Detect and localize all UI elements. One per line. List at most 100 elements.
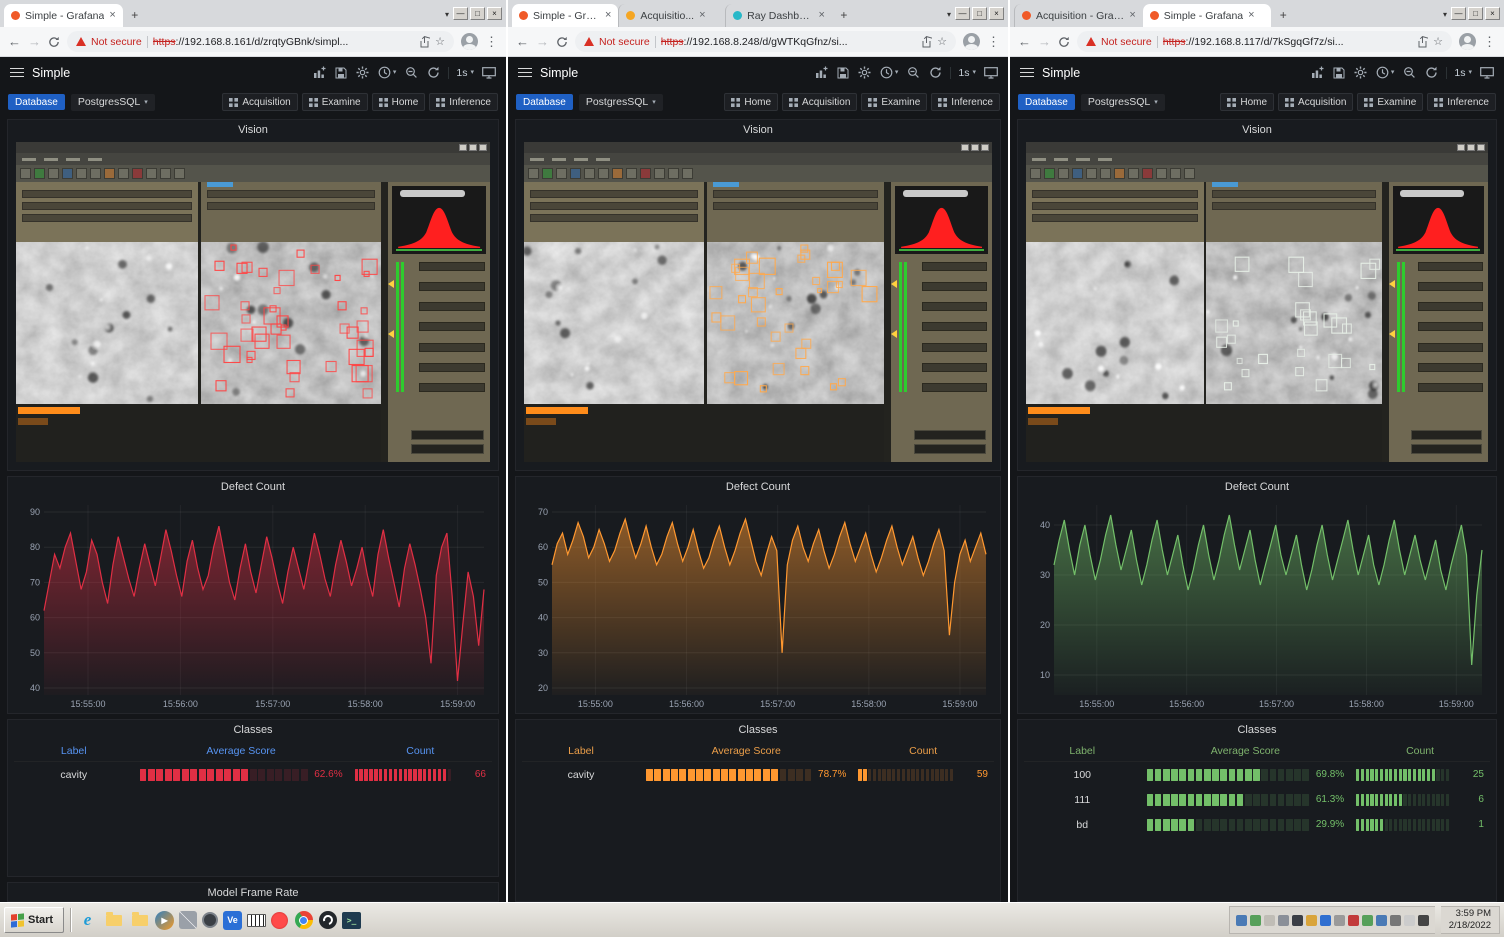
star-icon[interactable]: ☆ [937,36,947,48]
menu-toggle-icon[interactable] [518,67,532,78]
dashboard-settings-icon[interactable] [858,66,871,79]
window-maximize-button[interactable]: □ [470,7,485,20]
tab-close-icon[interactable]: × [604,9,612,21]
level-slider[interactable] [388,262,405,392]
dashboard-settings-icon[interactable] [1354,66,1367,79]
add-panel-icon[interactable] [1311,66,1324,79]
panel-title[interactable]: Vision [1242,124,1272,136]
share-icon[interactable] [921,35,933,48]
address-bar[interactable]: Not secure https://192.168.8.117/d/7kSgq… [1077,31,1452,52]
browser-tab[interactable]: Acquisition - Grafana × [1014,4,1143,27]
dashboard-link-home[interactable]: Home [724,93,779,111]
tab-close-icon[interactable]: × [1248,9,1255,21]
chrome-icon[interactable] [293,910,314,931]
window-close-button[interactable]: × [1485,7,1500,20]
dashboard-link-examine[interactable]: Examine [301,93,368,111]
refresh-interval-picker[interactable]: 1s ▾ [1446,66,1472,79]
window-maximize-button[interactable]: □ [972,7,987,20]
new-tab-button[interactable]: + [131,8,139,22]
column-header[interactable]: Count [1406,744,1435,757]
window-maximize-button[interactable]: □ [1468,7,1483,20]
dashboard-link-acquisition[interactable]: Acquisition [1278,93,1354,111]
window-minimize-button[interactable]: — [453,7,468,20]
histogram-slider[interactable] [1399,190,1464,197]
tray-icon[interactable] [1403,914,1415,926]
tab-close-icon[interactable]: × [818,9,825,21]
zoom-out-icon[interactable] [1403,66,1416,79]
refresh-icon[interactable] [1425,66,1438,79]
reload-icon[interactable] [48,36,60,48]
back-icon[interactable]: ← [516,34,529,49]
tabstrip-caret-icon[interactable]: ▾ [444,10,449,19]
record-app-icon[interactable] [271,911,289,929]
tray-icon[interactable] [1417,914,1429,926]
forward-icon[interactable]: → [536,34,549,49]
dashboard-link-acquisition[interactable]: Acquisition [782,93,858,111]
level-slider[interactable] [1388,262,1406,392]
dashboard-link-home[interactable]: Home [1220,93,1275,111]
panel-title[interactable]: Classes [233,724,273,736]
column-header[interactable]: Average Score [711,744,781,757]
internet-explorer-icon[interactable]: e [83,910,92,929]
avatar-icon[interactable] [1459,33,1476,50]
browser-tab[interactable]: Simple - Grafana × [4,4,123,27]
back-icon[interactable]: ← [8,34,21,49]
forward-icon[interactable]: → [28,34,41,49]
time-range-icon[interactable]: ▾ [378,66,396,79]
tray-icon[interactable] [1375,914,1387,926]
dashboard-link-inference[interactable]: Inference [429,93,498,111]
midi-keyboard-icon[interactable] [247,913,267,927]
address-bar[interactable]: Not secure https://192.168.8.161/d/zrqty… [67,31,454,52]
star-icon[interactable]: ☆ [435,36,445,48]
menu-icon[interactable]: ⋮ [485,34,498,49]
save-dashboard-icon[interactable] [335,67,347,79]
tab-close-icon[interactable]: × [699,9,706,21]
reload-icon[interactable] [1058,36,1070,48]
dashboard-settings-icon[interactable] [356,66,369,79]
panel-title[interactable]: Classes [738,724,778,736]
datasource-picker[interactable]: PostgresSQL ▾ [578,93,663,111]
tray-icon[interactable] [1263,914,1275,926]
tabstrip-caret-icon[interactable]: ▾ [1442,10,1447,19]
column-header[interactable]: Average Score [206,744,276,757]
browser-tab[interactable]: Acquisitio... × [618,4,725,27]
tray-icon[interactable] [1389,914,1401,926]
browser-tab[interactable]: Ray Dashboar... × [725,4,832,27]
refresh-interval-picker[interactable]: 1s ▾ [448,66,474,79]
kiosk-mode-icon[interactable] [984,66,998,79]
tray-icon[interactable] [1361,914,1373,926]
kiosk-mode-icon[interactable] [1480,66,1494,79]
avatar-icon[interactable] [963,33,980,50]
panel-title[interactable]: Vision [743,124,773,136]
tray-icon[interactable] [1333,914,1345,926]
time-range-icon[interactable]: ▾ [880,66,898,79]
menu-toggle-icon[interactable] [1020,67,1034,78]
dashboard-link-inference[interactable]: Inference [1427,93,1496,111]
reload-icon[interactable] [556,36,568,48]
window-minimize-button[interactable]: — [955,7,970,20]
window-close-button[interactable]: × [989,7,1004,20]
forward-icon[interactable]: → [1038,34,1051,49]
histogram-slider[interactable] [399,190,466,197]
menu-toggle-icon[interactable] [10,67,24,78]
share-icon[interactable] [419,35,431,48]
save-dashboard-icon[interactable] [1333,67,1345,79]
browser-tab[interactable]: Simple - Grafana × [1142,4,1272,27]
histogram-slider[interactable] [902,190,968,197]
start-button[interactable]: Start [4,907,65,933]
measurement-tool-icon[interactable] [179,911,198,929]
menu-icon[interactable]: ⋮ [1483,34,1496,49]
tray-icon[interactable] [1319,914,1331,926]
add-panel-icon[interactable] [313,66,326,79]
settings-wheel-icon[interactable] [202,912,219,928]
column-header[interactable]: Count [406,744,435,757]
add-panel-icon[interactable] [815,66,828,79]
dashboard-link-examine[interactable]: Examine [1357,93,1424,111]
zoom-out-icon[interactable] [907,66,920,79]
avatar-icon[interactable] [461,33,478,50]
column-header[interactable]: Label [60,744,87,757]
panel-title[interactable]: Vision [238,124,268,136]
address-bar[interactable]: Not secure https://192.168.8.248/d/gWTKq… [575,31,956,52]
panel-title[interactable]: Defect Count [725,481,791,493]
level-slider[interactable] [891,262,908,392]
